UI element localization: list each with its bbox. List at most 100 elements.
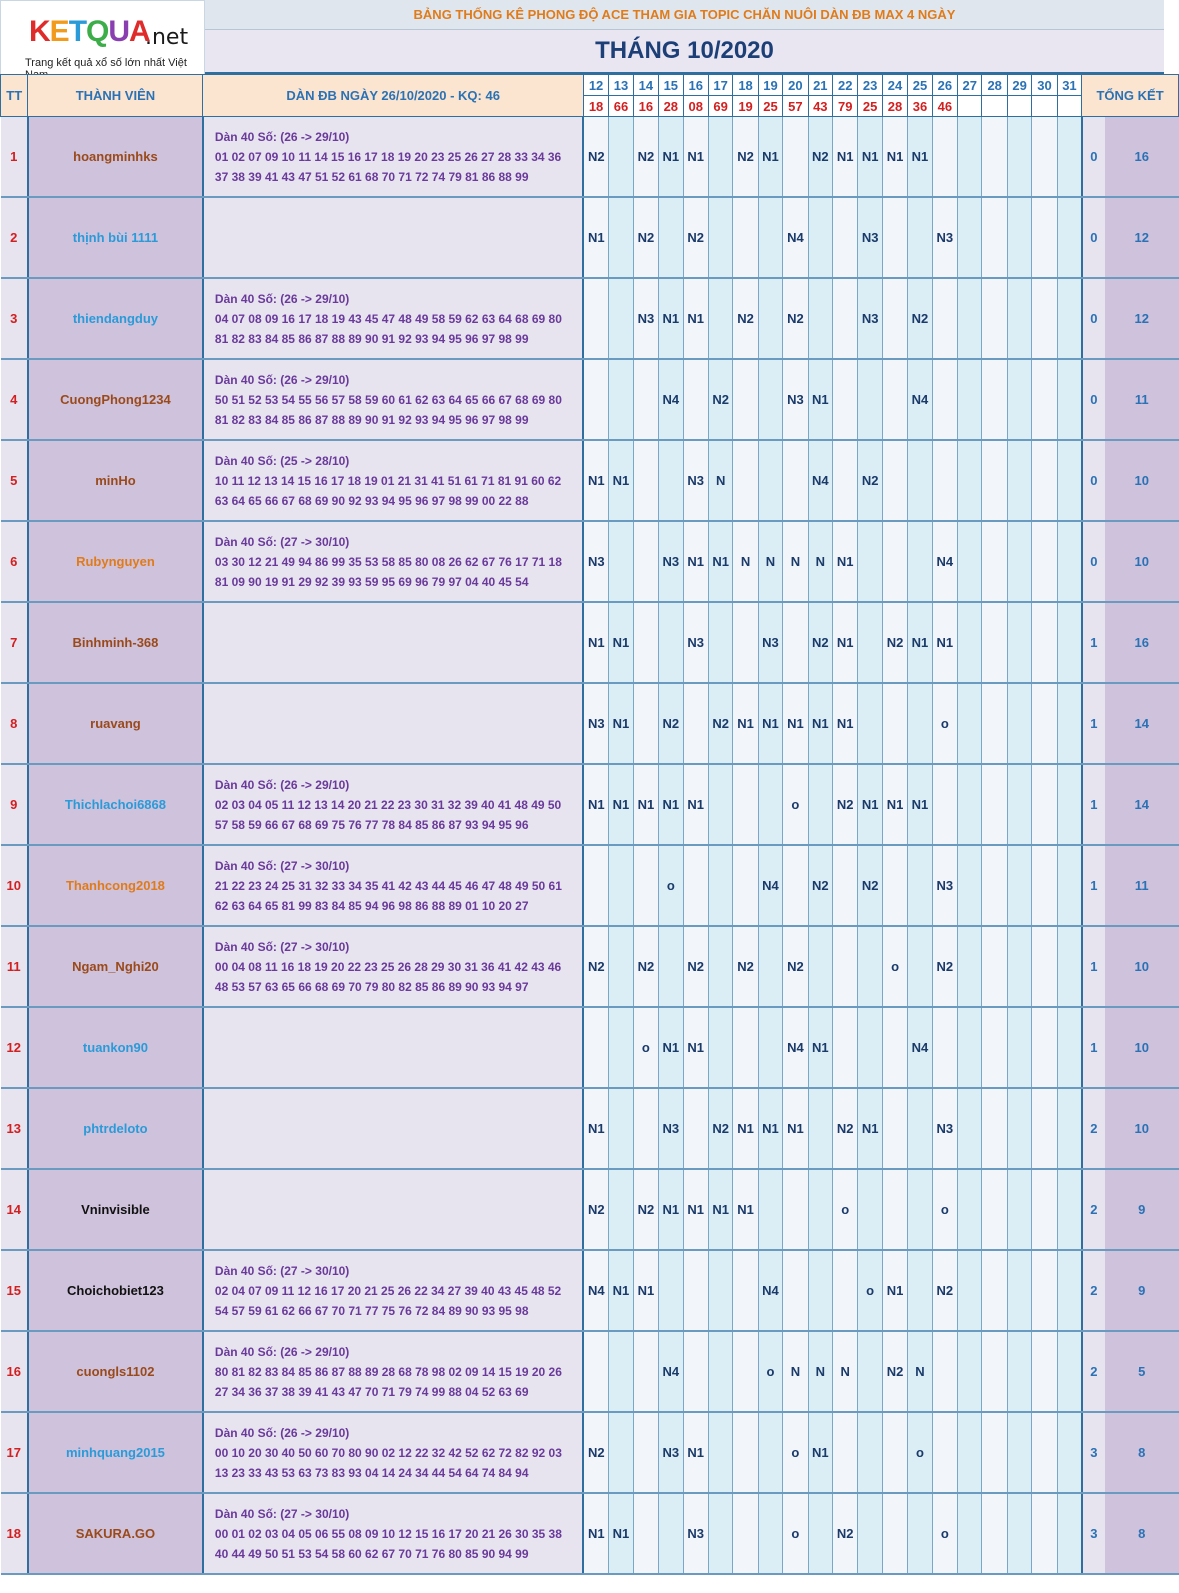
day-mark	[1007, 278, 1033, 360]
row-number: 13	[0, 1088, 29, 1170]
day-mark: N2	[808, 602, 834, 684]
day-mark	[907, 521, 933, 603]
day-mark: N	[808, 1331, 834, 1413]
day-mark	[981, 521, 1008, 603]
day-mark	[708, 845, 734, 927]
member-name[interactable]: tuankon90	[27, 1007, 204, 1089]
day-mark: N3	[782, 359, 809, 441]
member-name[interactable]: Thichlachoi6868	[27, 764, 204, 846]
day-mark: N4	[907, 359, 933, 441]
result-header	[1006, 95, 1033, 117]
day-mark: o	[782, 1493, 809, 1575]
dan-numbers: 80 81 82 83 84 85 86 87 88 89 28 68 78 9…	[214, 1364, 562, 1379]
row-number: 17	[0, 1412, 29, 1494]
day-mark	[1007, 1412, 1033, 1494]
day-mark: N2	[633, 197, 660, 279]
ketqua-logo[interactable]: KETQUA .net Trang kết quả xổ số lớn nhất…	[0, 0, 205, 81]
day-header: 16	[682, 74, 709, 96]
day-mark: o	[932, 1169, 959, 1251]
member-name[interactable]: thịnh bùi 1111	[27, 197, 204, 279]
member-name[interactable]: Ngam_Nghi20	[27, 926, 204, 1008]
day-mark	[832, 359, 859, 441]
member-name[interactable]: thiendangduy	[27, 278, 204, 360]
day-mark	[981, 1250, 1008, 1332]
day-mark	[633, 1493, 660, 1575]
dan-numbers: 21 22 23 24 25 31 32 33 34 35 41 42 43 4…	[214, 878, 562, 893]
day-mark	[1007, 197, 1033, 279]
member-name[interactable]: cuongls1102	[27, 1331, 204, 1413]
day-mark	[882, 1493, 909, 1575]
day-mark: N1	[658, 278, 684, 360]
member-name[interactable]: Binhminh-368	[27, 602, 204, 684]
day-header: 13	[608, 74, 634, 96]
day-mark: N1	[857, 1088, 883, 1170]
day-mark	[608, 359, 634, 441]
member-row: 3 thiendangduy Dàn 40 Số: (26 -> 29/10) 04 …	[0, 278, 1179, 360]
member-row: 8 ruavang N3 N1 N2 N2 N1 N1 N1 N1 N1 o 1 14	[0, 683, 1179, 765]
member-name[interactable]: Choichobiet123	[27, 1250, 204, 1332]
day-mark	[1057, 1493, 1083, 1575]
dan-numbers: 81 09 90 19 91 29 92 39 93 59 95 69 96 7…	[214, 574, 529, 589]
day-mark	[1057, 1250, 1083, 1332]
miss-count: 0	[1081, 278, 1106, 360]
day-mark	[633, 359, 660, 441]
day-mark: N2	[583, 1412, 610, 1494]
dan-numbers: 01 02 07 09 10 11 14 15 16 17 18 19 20 2…	[214, 149, 562, 164]
day-mark	[882, 683, 909, 765]
stats-table: TT THÀNH VIÊN DÀN ĐB NGÀY 26/10/2020 - K…	[0, 74, 1179, 1575]
total-count: 12	[1105, 278, 1179, 360]
day-mark: o	[658, 845, 684, 927]
day-mark	[957, 1007, 983, 1089]
day-mark	[957, 683, 983, 765]
day-mark: N1	[732, 1169, 759, 1251]
day-mark	[882, 1007, 909, 1089]
day-mark	[957, 440, 983, 522]
member-name[interactable]: SAKURA.GO	[27, 1493, 204, 1575]
member-name[interactable]: Rubynguyen	[27, 521, 204, 603]
day-header: 19	[757, 74, 784, 96]
day-mark	[808, 1169, 834, 1251]
day-mark	[1031, 1088, 1058, 1170]
day-mark	[683, 845, 709, 927]
dan-numbers: 00 04 08 11 16 18 19 20 22 23 25 26 28 2…	[214, 959, 562, 974]
dan-title: Dàn 40 Số: (26 -> 29/10)	[214, 1425, 350, 1440]
day-mark	[732, 1412, 759, 1494]
day-mark: N1	[832, 521, 859, 603]
day-mark	[732, 1250, 759, 1332]
day-mark	[1007, 1007, 1033, 1089]
member-name[interactable]: Thanhcong2018	[27, 845, 204, 927]
day-mark: N1	[658, 116, 684, 198]
day-mark	[1031, 1412, 1058, 1494]
day-mark	[832, 1007, 859, 1089]
miss-count: 2	[1081, 1331, 1106, 1413]
row-number: 14	[0, 1169, 29, 1251]
member-name[interactable]: phtrdeloto	[27, 1088, 204, 1170]
day-mark	[758, 1493, 784, 1575]
member-name[interactable]: Vninvisible	[27, 1169, 204, 1251]
day-mark	[758, 926, 784, 1008]
day-mark	[832, 278, 859, 360]
day-mark	[1031, 926, 1058, 1008]
day-mark	[608, 1331, 634, 1413]
dan-numbers: 54 57 59 61 62 66 67 70 71 77 75 76 72 8…	[214, 1303, 529, 1318]
day-mark: N3	[658, 521, 684, 603]
day-mark	[708, 1412, 734, 1494]
member-name[interactable]: minhquang2015	[27, 1412, 204, 1494]
member-name[interactable]: hoangminhks	[27, 116, 204, 198]
member-name[interactable]: minHo	[27, 440, 204, 522]
day-mark: N1	[658, 1169, 684, 1251]
day-mark	[882, 1088, 909, 1170]
member-name[interactable]: ruavang	[27, 683, 204, 765]
dan-cell: Dàn 40 Số: (26 -> 29/10) 80 81 82 83 84 8…	[202, 1331, 585, 1413]
result-header: 25	[757, 95, 784, 117]
dan-cell: Dàn 40 Số: (27 -> 30/10) 03 30 12 21 49 9…	[202, 521, 585, 603]
day-mark: N1	[583, 440, 610, 522]
dan-cell: Dàn 40 Số: (27 -> 30/10) 00 04 08 11 16 1…	[202, 926, 585, 1008]
day-mark	[1031, 521, 1058, 603]
member-name[interactable]: CuongPhong1234	[27, 359, 204, 441]
day-header: 23	[857, 74, 883, 96]
day-mark	[907, 197, 933, 279]
day-mark: N4	[932, 521, 959, 603]
day-mark	[857, 602, 883, 684]
day-mark: N1	[808, 1412, 834, 1494]
